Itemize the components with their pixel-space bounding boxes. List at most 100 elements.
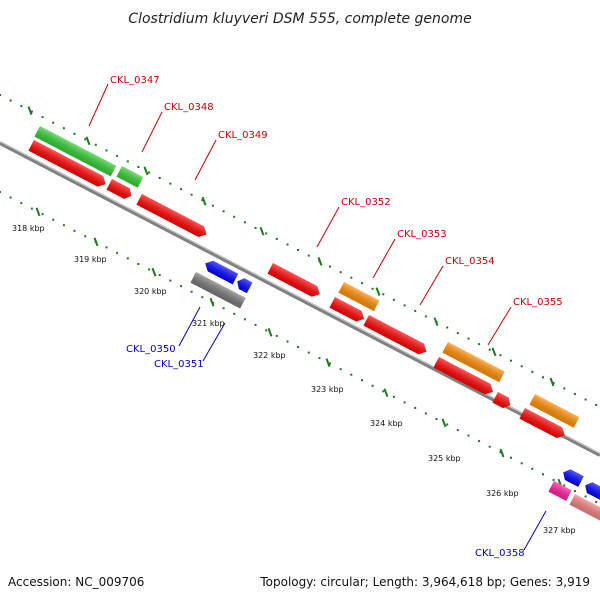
tick-dot	[499, 354, 502, 357]
gene-ckl-0356[interactable]	[492, 392, 513, 410]
tick-dot	[478, 343, 481, 346]
gene-label[interactable]: CKL_0354	[445, 256, 495, 267]
tick-dot	[158, 177, 161, 179]
gene-label[interactable]: CKL_0351	[154, 359, 204, 370]
gene-ckl-0347-outer[interactable]	[34, 126, 117, 177]
gene-ckl-0355[interactable]	[433, 357, 495, 397]
major-tick	[549, 377, 555, 387]
tick-dot	[297, 346, 300, 348]
tick-dot	[584, 398, 587, 401]
tick-dot	[542, 376, 544, 379]
tick-label: 320 kbp	[134, 287, 167, 296]
tick-dot	[361, 379, 363, 382]
gene-label[interactable]: CKL_0352	[341, 197, 391, 208]
tick-dot	[116, 154, 119, 157]
gene-ckl-0347[interactable]	[28, 140, 108, 189]
gene-label[interactable]: CKL_0349	[218, 130, 268, 141]
tick-dot	[563, 387, 566, 390]
tick-dot	[307, 351, 310, 354]
tick-dot	[456, 332, 459, 335]
tick-dot	[254, 226, 257, 229]
tick-label: 324 kbp	[370, 419, 403, 428]
tick-dot	[222, 307, 225, 310]
tick-dot	[20, 105, 23, 108]
tick-label: 319 kbp	[74, 255, 107, 264]
tick-dot	[286, 243, 289, 246]
gene-ckl-0359-pink[interactable]	[569, 494, 600, 522]
tick-dot	[41, 213, 44, 216]
gene-ckl-0348[interactable]	[106, 179, 134, 201]
gene-ckl-0352[interactable]	[267, 263, 322, 300]
tick-dot	[84, 138, 87, 141]
tick-dot	[243, 221, 246, 224]
tick-dot	[329, 265, 331, 268]
gene-label[interactable]: CKL_0347	[110, 75, 160, 86]
gene-label[interactable]: CKL_0350	[126, 344, 176, 355]
gene-labels: CKL_0347 CKL_0348 CKL_0349 CKL_0352 CKL_…	[110, 75, 563, 559]
gene-ckl-0351[interactable]	[234, 276, 253, 294]
tick-dot	[510, 359, 512, 362]
gene-ckl-0357-outer[interactable]	[529, 394, 580, 428]
gene-ckl-0353-outer[interactable]	[338, 282, 380, 312]
tick-dot	[201, 199, 204, 202]
major-tick	[35, 207, 41, 217]
major-tick	[433, 317, 439, 327]
gene-ckl-0359[interactable]	[582, 480, 600, 500]
tick-dot	[573, 393, 576, 395]
tick-dot	[254, 323, 257, 326]
tick-dot	[595, 404, 598, 406]
gene-label[interactable]: CKL_0358	[475, 548, 525, 559]
gene-label[interactable]: CKL_0348	[164, 102, 214, 113]
gene-ckl-0348-outer[interactable]	[116, 166, 144, 188]
tick-dot	[350, 276, 353, 279]
tick-dot	[105, 149, 108, 152]
tick-dot	[180, 188, 182, 191]
gene-ckl-0353[interactable]	[329, 297, 366, 324]
tick-dot	[467, 337, 470, 340]
tick-dot	[563, 484, 566, 487]
gene-ckl-0358-magenta[interactable]	[548, 481, 572, 501]
major-tick	[383, 388, 389, 398]
gene-ckl-0350[interactable]	[202, 258, 239, 285]
tick-dot	[424, 412, 427, 415]
tick-dot	[148, 268, 151, 271]
tick-dot	[403, 304, 406, 307]
gene-ckl-0349[interactable]	[136, 194, 209, 240]
tick-dot	[169, 279, 172, 282]
major-tick	[325, 358, 331, 367]
gene-ckl-0354[interactable]	[363, 315, 429, 357]
tick-dot	[0, 94, 1, 96]
gene-ckl-0350-grey[interactable]	[190, 272, 246, 309]
gene-label[interactable]: CKL_0353	[397, 229, 447, 240]
gene-label[interactable]: CKL_0355	[513, 297, 563, 308]
tick-dot	[520, 365, 523, 368]
tick-dot	[126, 257, 129, 260]
tick-dot	[52, 218, 55, 221]
tick-label: 327 kbp	[543, 526, 576, 535]
gene-ckl-0357[interactable]	[519, 408, 567, 441]
tick-dot	[499, 451, 502, 454]
tick-dot	[403, 401, 406, 404]
tick-dot	[20, 202, 23, 205]
tick-dot	[371, 384, 374, 387]
major-tick	[143, 166, 149, 176]
gene-ckl-0355-outer[interactable]	[442, 342, 505, 383]
tick-dot	[190, 290, 193, 293]
gene-ckl-0358[interactable]	[560, 467, 584, 487]
major-tick	[317, 257, 323, 266]
tick-dot	[73, 229, 76, 232]
tick-dot	[488, 445, 491, 448]
tick-dot	[62, 127, 65, 130]
gene-features	[28, 126, 600, 522]
tick-dot	[595, 501, 598, 503]
genome-backbone-highlight	[0, 141, 600, 454]
tick-label: 322 kbp	[253, 351, 286, 360]
tick-dot	[233, 312, 236, 315]
tick-dot	[30, 110, 33, 113]
major-tick	[93, 237, 99, 247]
tick-dot	[467, 434, 470, 437]
tick-dot	[350, 373, 353, 376]
tick-dot	[552, 478, 555, 481]
tick-dot	[286, 340, 289, 343]
